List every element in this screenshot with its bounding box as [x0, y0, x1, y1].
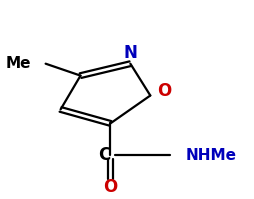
- Text: O: O: [103, 178, 117, 196]
- Text: N: N: [123, 44, 137, 62]
- Text: Me: Me: [5, 56, 30, 71]
- Text: C: C: [98, 146, 110, 164]
- Text: NHMe: NHMe: [184, 148, 235, 163]
- Text: O: O: [156, 82, 170, 100]
